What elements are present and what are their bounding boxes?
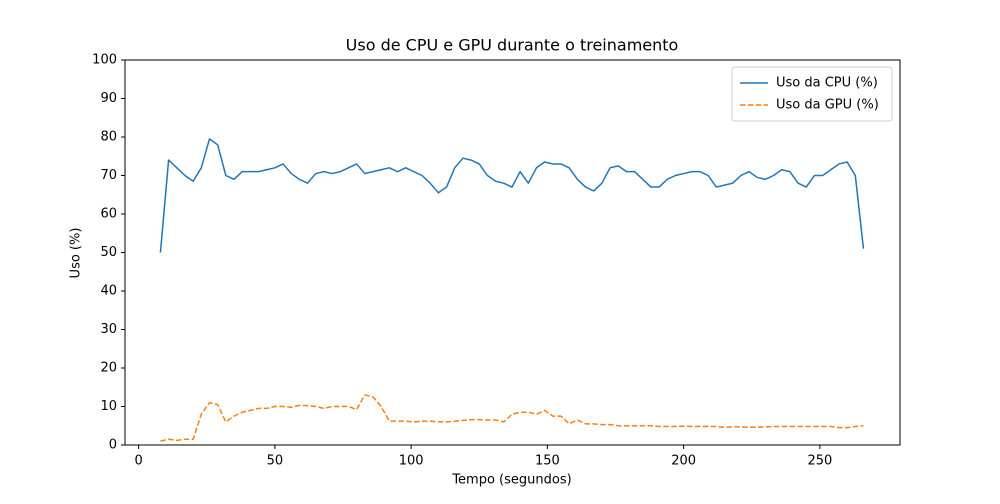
data-line	[160, 394, 864, 442]
y-tick-label: 60	[100, 207, 117, 222]
plot-frame	[124, 59, 901, 446]
y-tick-label: 30	[100, 322, 117, 337]
legend-box	[731, 66, 893, 122]
x-tick-label: 0	[134, 454, 142, 469]
data-line	[159, 138, 865, 253]
x-axis-label: Tempo (segundos)	[451, 473, 571, 488]
x-tick-label: 150	[535, 454, 560, 469]
y-tick-label: 40	[100, 284, 117, 299]
x-tick-label: 50	[267, 454, 284, 469]
y-tick-label: 50	[100, 245, 117, 260]
y-tick-label: 90	[100, 91, 117, 106]
y-tick-label: 70	[100, 168, 117, 183]
chart-title: Uso de CPU e GPU durante o treinamento	[346, 36, 679, 55]
y-tick-label: 100	[92, 53, 117, 68]
x-tick-label: 200	[671, 454, 696, 469]
y-axis-label: Uso (%)	[69, 228, 84, 279]
legend-label: Uso da CPU (%)	[776, 76, 878, 91]
y-tick-label: 10	[100, 399, 117, 414]
x-tick-label: 100	[399, 454, 424, 469]
legend-label: Uso da GPU (%)	[776, 98, 879, 113]
y-tick-label: 20	[100, 361, 117, 376]
x-tick-label: 250	[807, 454, 832, 469]
y-tick-label: 0	[109, 438, 117, 453]
y-tick-label: 80	[100, 130, 117, 145]
